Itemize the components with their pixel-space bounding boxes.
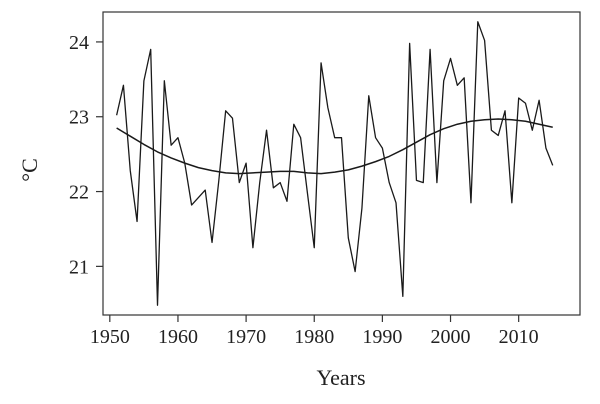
x-tick-label: 1970 xyxy=(226,326,266,348)
trend-curve xyxy=(116,118,553,175)
plot-frame xyxy=(102,11,581,316)
x-tick-label: 1980 xyxy=(294,326,334,348)
x-tick-label: 1960 xyxy=(158,326,198,348)
y-axis: 21 22 23 24 xyxy=(69,32,103,278)
y-axis-title: °C xyxy=(17,158,42,181)
x-tick-label: 1950 xyxy=(90,326,130,348)
y-tick-label: 23 xyxy=(69,107,89,129)
annual-temperature-line xyxy=(115,21,554,306)
x-axis-title: Years xyxy=(316,365,365,390)
series-layer xyxy=(115,21,554,306)
y-tick-label: 22 xyxy=(69,182,89,204)
x-axis: 1950 1960 1970 1980 1990 2000 2010 xyxy=(90,315,539,348)
x-tick-label: 1990 xyxy=(362,326,402,348)
y-tick-label: 21 xyxy=(69,256,89,278)
x-tick-label: 2000 xyxy=(431,326,471,348)
x-tick-label: 2010 xyxy=(499,326,539,348)
y-tick-label: 24 xyxy=(69,32,89,54)
